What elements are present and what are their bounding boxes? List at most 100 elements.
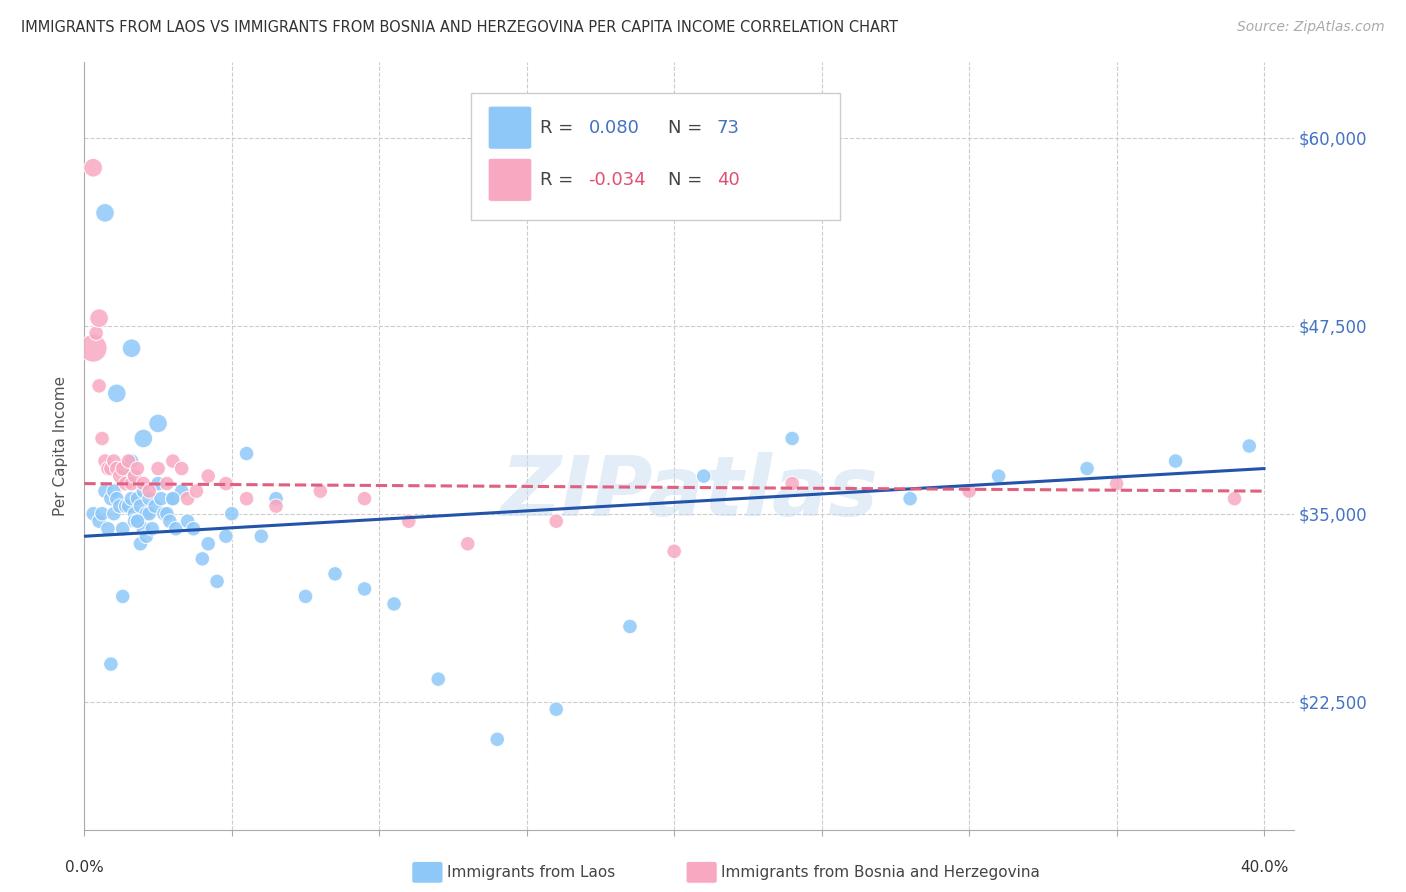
Point — [100, 491, 122, 506]
Y-axis label: Per Capita Income: Per Capita Income — [53, 376, 69, 516]
Point — [138, 491, 160, 506]
Point — [124, 507, 146, 521]
Point — [87, 514, 110, 528]
Point — [129, 537, 152, 551]
Text: R =: R = — [540, 119, 579, 136]
Point — [215, 529, 238, 543]
Text: N =: N = — [668, 170, 709, 189]
Point — [84, 326, 107, 341]
Point — [170, 461, 193, 475]
Point — [215, 476, 238, 491]
Point — [186, 484, 208, 499]
Point — [165, 522, 187, 536]
Point — [146, 417, 169, 431]
Point — [176, 491, 198, 506]
Point — [197, 537, 219, 551]
Point — [111, 590, 134, 604]
Point — [108, 499, 131, 513]
Point — [898, 491, 921, 506]
Point — [1076, 461, 1098, 475]
Point — [105, 491, 128, 506]
Point — [162, 491, 184, 506]
Point — [1239, 439, 1261, 453]
Point — [114, 476, 136, 491]
Point — [127, 514, 149, 528]
Point — [121, 476, 143, 491]
Text: Immigrants from Bosnia and Herzegovina: Immigrants from Bosnia and Herzegovina — [721, 865, 1040, 880]
Point — [427, 672, 450, 686]
Text: 0.080: 0.080 — [589, 119, 640, 136]
Point — [135, 507, 157, 521]
Point — [91, 507, 114, 521]
Point — [191, 551, 214, 566]
Point — [235, 446, 257, 460]
Point — [82, 507, 104, 521]
Point — [150, 491, 173, 506]
Point — [264, 499, 287, 513]
Point — [105, 386, 128, 401]
Point — [156, 476, 179, 491]
Point — [91, 432, 114, 446]
FancyBboxPatch shape — [488, 158, 531, 202]
Point — [94, 206, 117, 220]
Point — [143, 499, 166, 513]
Text: 40.0%: 40.0% — [1240, 860, 1288, 875]
Point — [987, 469, 1010, 483]
Point — [957, 484, 980, 499]
Point — [97, 461, 120, 475]
Text: Immigrants from Laos: Immigrants from Laos — [447, 865, 616, 880]
Point — [103, 484, 125, 499]
Point — [97, 522, 120, 536]
Point — [323, 566, 346, 581]
Point — [205, 574, 228, 589]
Point — [94, 484, 117, 499]
Point — [309, 484, 332, 499]
Text: N =: N = — [668, 119, 709, 136]
Text: ZIPatlas: ZIPatlas — [501, 451, 877, 533]
Point — [117, 469, 139, 483]
Point — [132, 522, 155, 536]
Point — [264, 491, 287, 506]
Point — [127, 461, 149, 475]
Point — [114, 461, 136, 475]
Point — [382, 597, 405, 611]
Point — [135, 529, 157, 543]
Point — [114, 499, 136, 513]
Point — [132, 476, 155, 491]
Point — [127, 491, 149, 506]
Text: -0.034: -0.034 — [589, 170, 647, 189]
Point — [546, 514, 568, 528]
Text: 0.0%: 0.0% — [65, 860, 104, 875]
Point — [94, 454, 117, 468]
Point — [162, 491, 184, 506]
Point — [780, 476, 803, 491]
Point — [398, 514, 420, 528]
Text: 73: 73 — [717, 119, 740, 136]
Point — [121, 454, 143, 468]
Point — [1223, 491, 1246, 506]
Point — [111, 461, 134, 475]
Point — [117, 454, 139, 468]
Point — [780, 432, 803, 446]
Point — [1164, 454, 1187, 468]
Point — [294, 590, 316, 604]
Point — [159, 514, 181, 528]
Point — [124, 514, 146, 528]
Point — [353, 491, 375, 506]
Point — [176, 514, 198, 528]
Point — [138, 484, 160, 499]
Point — [146, 461, 169, 475]
Point — [153, 507, 176, 521]
Point — [103, 507, 125, 521]
Point — [129, 499, 152, 513]
Point — [486, 732, 509, 747]
Point — [103, 454, 125, 468]
Point — [127, 514, 149, 528]
FancyBboxPatch shape — [488, 106, 531, 149]
Point — [619, 619, 641, 633]
Point — [183, 522, 205, 536]
Point — [105, 461, 128, 475]
Point — [457, 537, 479, 551]
Point — [221, 507, 243, 521]
Point — [121, 491, 143, 506]
